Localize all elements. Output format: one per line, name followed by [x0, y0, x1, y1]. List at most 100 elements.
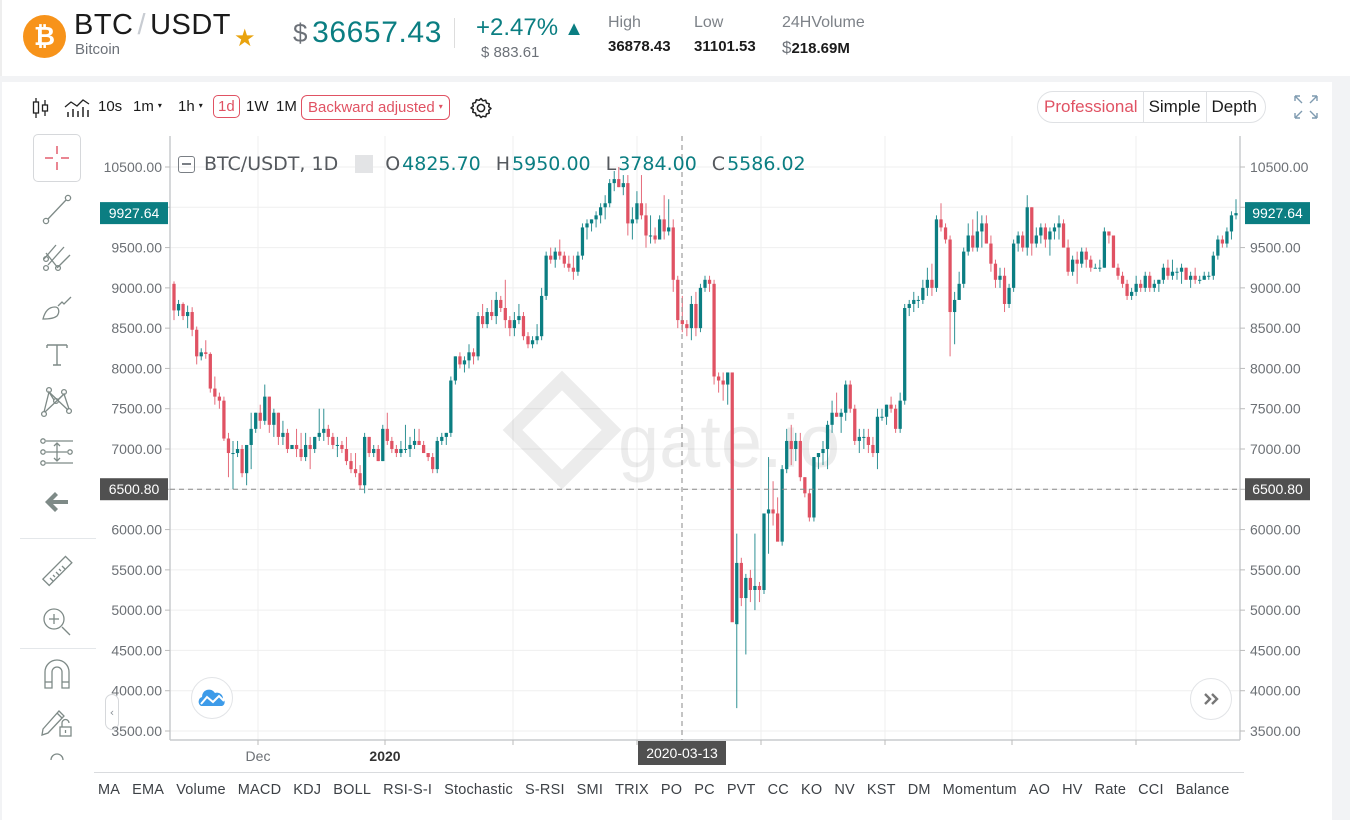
interval-1w[interactable]: 1W — [246, 98, 269, 115]
text-icon[interactable] — [32, 334, 82, 374]
x-axis-label: 2020 — [369, 748, 400, 764]
trading-pair[interactable]: BTC / USDT — [74, 9, 231, 42]
indicator-kst[interactable]: KST — [866, 781, 896, 798]
stat-label: High — [608, 14, 641, 31]
coin-name: Bitcoin — [75, 41, 121, 58]
indicator-macd[interactable]: MACD — [237, 781, 282, 798]
indicator-rate[interactable]: Rate — [1094, 781, 1127, 798]
y-axis-label-right: 9000.00 — [1250, 280, 1301, 296]
candlestick-icon[interactable] — [32, 97, 50, 123]
interval-label: 10s — [98, 98, 123, 115]
interval-1m-month[interactable]: 1M — [276, 98, 297, 115]
pitchfork-icon[interactable] — [32, 238, 82, 278]
gear-icon[interactable] — [469, 96, 493, 124]
y-axis-label-right: 8500.00 — [1250, 320, 1301, 336]
gate-watermark-icon: gate.io — [502, 370, 840, 490]
y-axis-label-left: 4500.00 — [111, 642, 162, 658]
price-change-percent: +2.47% ▲ — [476, 14, 584, 42]
zoom-in-icon[interactable] — [32, 602, 82, 642]
y-axis-label-right: 5000.00 — [1250, 602, 1301, 618]
indicator-smi[interactable]: SMI — [576, 781, 604, 798]
back-arrow-icon[interactable] — [32, 482, 82, 522]
indicator-ema[interactable]: EMA — [132, 781, 165, 798]
caret-down-icon: ▾ — [157, 101, 162, 110]
stat-value: 31101.53 — [694, 38, 756, 55]
candles — [172, 167, 1238, 709]
interval-label: 1m — [133, 98, 154, 115]
bitcoin-icon: ₿ — [23, 15, 66, 58]
svg-text:6500.80: 6500.80 — [109, 481, 160, 497]
last-price-tag-right: 9927.64 — [1245, 202, 1310, 225]
indicator-kdj[interactable]: KDJ — [293, 781, 322, 798]
stat-value: 36878.43 — [608, 38, 671, 55]
triangle-up-icon: ▲ — [564, 18, 584, 40]
scroll-to-latest-button[interactable] — [1190, 678, 1232, 720]
price-currency: $ — [293, 18, 309, 48]
svg-text:9927.64: 9927.64 — [1252, 205, 1303, 221]
indicator-ko[interactable]: KO — [800, 781, 823, 798]
last-price-tag-left: 9927.64 — [100, 202, 168, 225]
mode-simple[interactable]: Simple — [1144, 92, 1207, 122]
brush-icon[interactable] — [32, 286, 82, 326]
star-icon[interactable]: ★ — [234, 24, 256, 52]
indicator-rsi-s-i[interactable]: RSI-S-I — [383, 781, 433, 798]
svg-text:gate.io: gate.io — [618, 400, 840, 483]
y-axis-label-right: 6000.00 — [1250, 522, 1301, 538]
y-axis-label-right: 4000.00 — [1250, 683, 1301, 699]
ruler-icon[interactable] — [32, 552, 82, 592]
last-price: $36657.43 — [293, 16, 442, 50]
magnet-icon[interactable] — [32, 654, 82, 694]
series-settings-icon[interactable] — [355, 155, 374, 173]
drawing-toolbar: ‹ — [20, 134, 119, 774]
price-adjust-dropdown[interactable]: Backward adjusted ▾ — [301, 95, 450, 120]
indicator-trix[interactable]: TRIX — [615, 781, 649, 798]
tool-divider — [20, 648, 96, 649]
indicator-dm[interactable]: DM — [907, 781, 931, 798]
fib-retracement-icon[interactable] — [32, 432, 82, 472]
indicator-po[interactable]: PO — [660, 781, 683, 798]
indicator-nv[interactable]: NV — [834, 781, 855, 798]
indicator-ao[interactable]: AO — [1028, 781, 1051, 798]
interval-1m[interactable]: 1m ▾ — [133, 98, 162, 115]
collapse-legend-icon[interactable] — [178, 155, 195, 173]
mode-depth[interactable]: Depth — [1211, 97, 1257, 116]
interval-label: 1M — [276, 98, 297, 115]
indicator-ma[interactable]: MA — [98, 781, 121, 798]
crosshair-icon[interactable] — [33, 134, 81, 182]
candlestick-chart[interactable]: gate.io 10500.00 10500.00 9500.00 9500.00 900… — [2, 82, 1332, 820]
interval-1d[interactable]: 1d — [213, 95, 240, 118]
indicator-cci[interactable]: CCI — [1138, 781, 1164, 798]
indicator-pc[interactable]: PC — [694, 781, 715, 798]
indicator-hv[interactable]: HV — [1062, 781, 1083, 798]
indicator-stochastic[interactable]: Stochastic — [444, 781, 513, 798]
indicator-s-rsi[interactable]: S-RSI — [525, 781, 565, 798]
y-axis-label-left: 7000.00 — [111, 441, 162, 457]
stat-label: Low — [694, 14, 724, 31]
interval-1h[interactable]: 1h ▾ — [178, 98, 203, 115]
tradingview-logo-button[interactable] — [191, 677, 233, 719]
close-label: C — [711, 153, 726, 175]
y-axis-label-left: 6000.00 — [111, 522, 162, 538]
indicator-cc[interactable]: CC — [767, 781, 789, 798]
pattern-icon[interactable] — [32, 382, 82, 422]
open-label: O — [385, 153, 401, 175]
chart-panel: 10s 1m ▾ 1h ▾ 1d 1W 1M Backward adjusted ▾ … — [2, 82, 1332, 820]
svg-text:9927.64: 9927.64 — [109, 205, 160, 221]
indicator-boll[interactable]: BOLL — [333, 781, 372, 798]
indicator-volume[interactable]: Volume — [176, 781, 226, 798]
chart-indicator-icon[interactable] — [64, 98, 90, 122]
change-percent-value: +2.47% — [476, 14, 559, 41]
hide-drawings-icon[interactable] — [32, 746, 82, 766]
price-value: 36657.43 — [312, 16, 442, 49]
high-value: 5950.00 — [512, 153, 591, 175]
mode-professional[interactable]: Professional — [1038, 92, 1144, 122]
trend-line-icon[interactable] — [32, 190, 82, 230]
fullscreen-icon[interactable] — [1293, 94, 1319, 120]
indicator-momentum[interactable]: Momentum — [942, 781, 1017, 798]
lock-drawing-icon[interactable] — [32, 702, 82, 742]
interval-label: 1h — [178, 98, 195, 115]
indicator-pvt[interactable]: PVT — [726, 781, 756, 798]
indicator-balance[interactable]: Balance — [1175, 781, 1230, 798]
collapse-toolbar-button[interactable]: ‹ — [105, 694, 119, 730]
interval-10s[interactable]: 10s — [98, 98, 122, 115]
